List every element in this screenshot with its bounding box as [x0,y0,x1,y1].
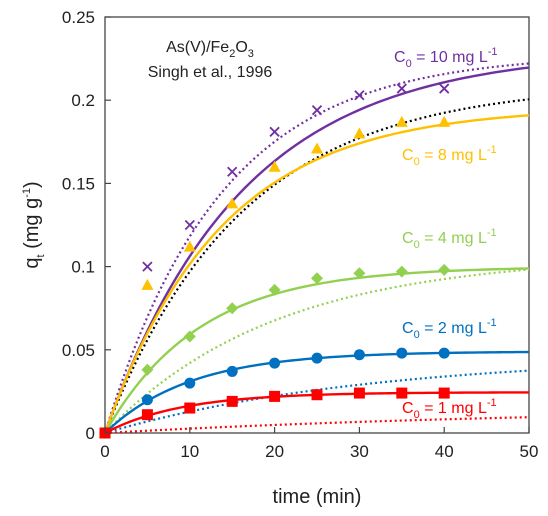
fit-curve-dotted-8-mg-l-c0 [103,98,530,434]
x-tick-label: 40 [435,442,454,461]
fit-curve-solid-10-mg-l-c0 [103,66,530,434]
data-point-8-mg-l-c0 [395,115,408,127]
x-tick-label: 0 [100,442,109,461]
data-point-8-mg-l-c0 [311,142,323,154]
data-point-8-mg-l-c0 [183,240,196,252]
series-label-1-mg-l-c0: C0 = 1 mg L-1 [402,397,497,421]
annotation-source: Singh et al., 1996 [148,64,273,81]
data-point-1-mg-l-c0 [396,387,408,399]
data-point-4-mg-l-c0 [141,363,154,376]
data-point-8-mg-l-c0 [226,197,239,209]
data-point-1-mg-l-c0 [141,409,153,421]
data-point-1-mg-l-c0 [438,387,450,399]
data-point-10-mg-l-c0 [396,83,407,94]
data-point-10-mg-l-c0 [269,126,280,137]
y-tick-label: 0.05 [62,341,95,360]
data-point-4-mg-l-c0 [353,267,366,280]
annotation-system: As(V)/Fe2O3 [166,39,254,60]
data-point-1-mg-l-c0 [184,402,196,414]
fit-curve-dotted-1-mg-l-c0 [104,416,530,435]
x-axis-label: time (min) [273,486,362,508]
x-tick-label: 50 [520,442,539,461]
data-point-8-mg-l-c0 [353,127,366,139]
data-point-4-mg-l-c0 [438,263,451,276]
x-tick-label: 20 [265,442,284,461]
data-point-8-mg-l-c0 [268,160,281,172]
data-point-10-mg-l-c0 [184,219,195,231]
data-point-10-mg-l-c0 [142,261,153,272]
data-point-4-mg-l-c0 [183,330,196,343]
x-tick-label: 10 [180,442,199,461]
y-tick-label: 0 [86,424,95,443]
data-point-2-mg-l-c0 [184,377,196,389]
y-tick-label: 0.2 [71,91,95,110]
labels: time (min) qt (mg g-1) As(V)/Fe2O3 Singh et… [21,39,498,508]
x-tick-label: 30 [350,442,369,461]
data-point-4-mg-l-c0 [268,283,281,296]
axes: 0 10 20 30 40 50 0 0.05 0.1 0.15 0.2 0.25 [62,8,539,461]
fit-curve-dotted-4-mg-l-c0 [104,268,530,434]
data-point-2-mg-l-c0 [396,347,408,359]
y-tick-label: 0.1 [71,258,95,277]
y-tick-label: 0.25 [62,8,95,27]
data-point-2-mg-l-c0 [438,347,450,359]
plot-area [104,16,530,434]
data-point-2-mg-l-c0 [269,357,281,369]
data-point-2-mg-l-c0 [226,365,238,377]
data-point-1-mg-l-c0 [311,389,323,401]
fit-curve-dotted-10-mg-l-c0 [103,62,530,434]
data-point-1-mg-l-c0 [269,390,281,402]
data-points [99,83,451,439]
data-point-10-mg-l-c0 [311,105,323,116]
data-point-2-mg-l-c0 [311,352,323,364]
data-point-8-mg-l-c0 [141,278,154,290]
data-point-10-mg-l-c0 [439,83,450,94]
plot-frame [104,16,530,434]
data-point-10-mg-l-c0 [227,166,238,177]
data-point-4-mg-l-c0 [311,272,323,285]
data-point-4-mg-l-c0 [395,265,408,278]
data-point-10-mg-l-c0 [354,90,365,101]
fit-curve-solid-8-mg-l-c0 [103,114,530,434]
y-tick-label: 0.15 [62,174,95,193]
data-point-2-mg-l-c0 [353,349,365,361]
fit-lines [103,62,530,435]
data-point-1-mg-l-c0 [226,395,238,407]
data-point-2-mg-l-c0 [141,394,153,406]
series-label-4-mg-l-c0: C0 = 4 mg L-1 [402,227,497,251]
data-point-1-mg-l-c0 [353,387,365,399]
series-label-2-mg-l-c0: C0 = 2 mg L-1 [402,317,497,341]
series-label-8-mg-l-c0: C0 = 8 mg L-1 [402,144,497,168]
series-label-10-mg-l-c0: C0 = 10 mg L-1 [394,46,498,70]
data-point-8-mg-l-c0 [438,115,451,127]
data-point-4-mg-l-c0 [226,302,239,315]
y-axis-label: qt (mg g-1) [21,181,47,268]
